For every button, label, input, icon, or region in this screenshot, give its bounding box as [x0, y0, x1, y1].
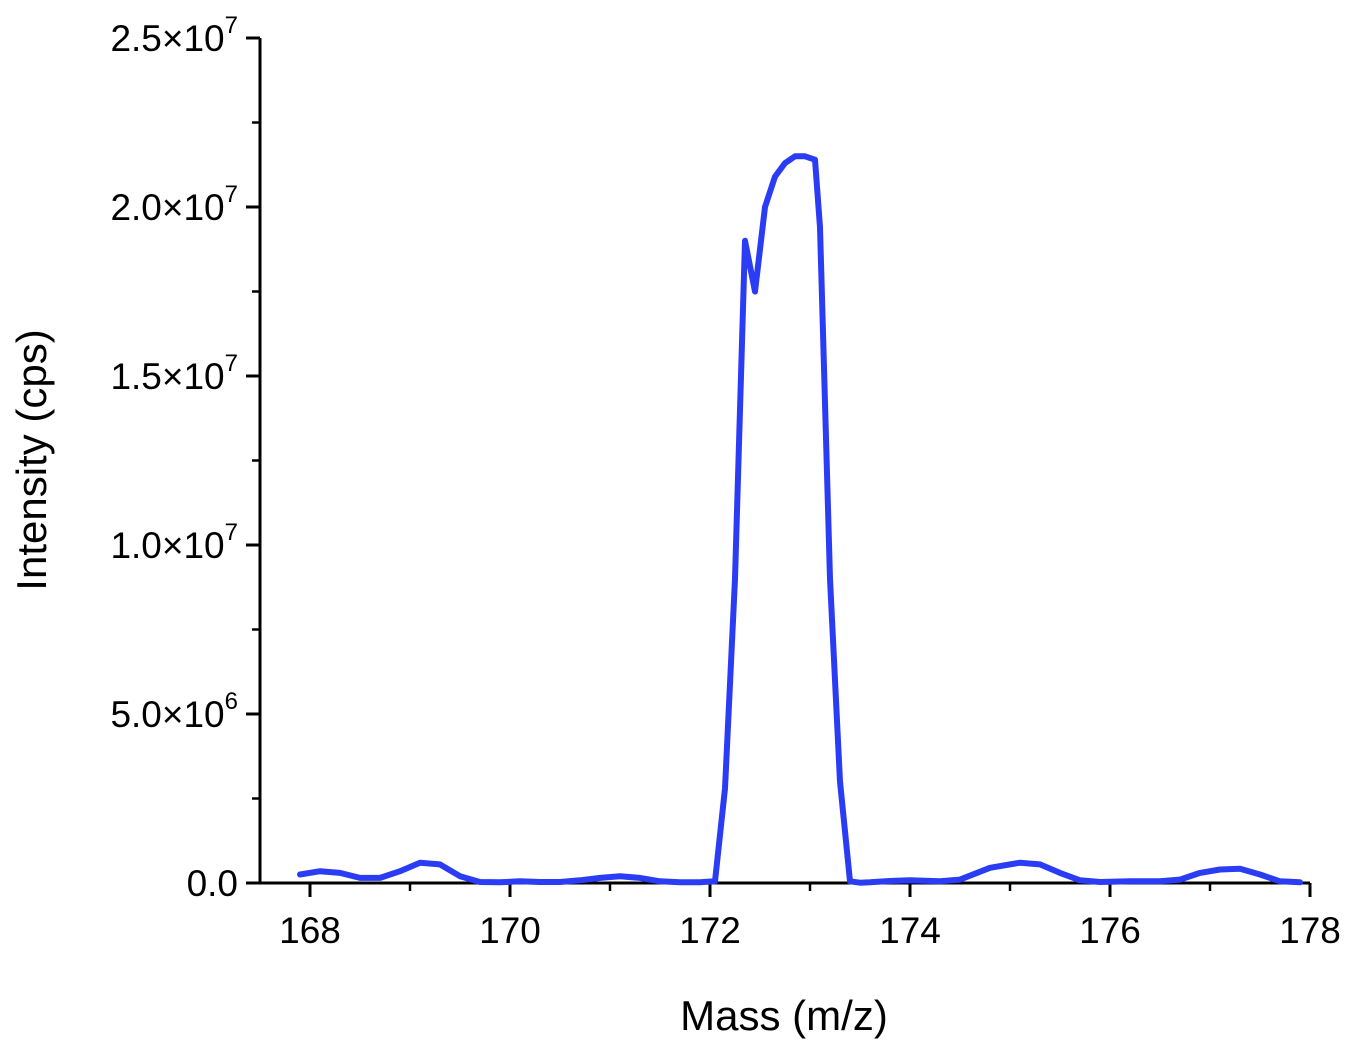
y-tick-label: 1.0×107	[110, 519, 238, 566]
x-tick-label: 170	[479, 910, 541, 951]
series-layer	[297, 153, 1303, 886]
y-tick-label: 5.0×106	[110, 688, 238, 735]
y-tick-label: 2.5×107	[110, 12, 238, 59]
x-tick-label: 168	[279, 910, 341, 951]
x-tick-label: 176	[1079, 910, 1141, 951]
y-tick-label: 1.5×107	[110, 350, 238, 397]
x-tick-label: 172	[679, 910, 741, 951]
y-tick-label: 2.0×107	[110, 181, 238, 228]
ticks: 168 170 172 174 176 178 0.0 5.0×106 1.0×107 1.5×1…	[110, 12, 1340, 951]
series-line	[297, 153, 1303, 886]
y-tick-label: 0.0	[187, 863, 238, 904]
x-tick-label: 178	[1279, 910, 1341, 951]
y-axis-title: Intensity (cps)	[8, 329, 55, 590]
x-tick-label: 174	[879, 910, 941, 951]
x-axis-title: Mass (m/z)	[680, 992, 888, 1039]
